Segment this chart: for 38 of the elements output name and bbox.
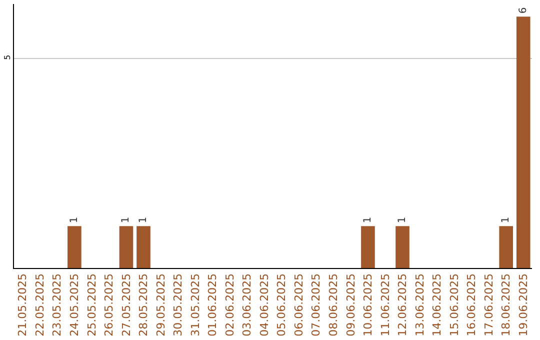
x-tick-label: 30.05.2025 <box>172 273 185 336</box>
x-tick-label: 21.05.2025 <box>16 273 30 336</box>
data-label: 1 <box>500 216 512 224</box>
x-tick-label: 14.06.2025 <box>430 273 444 336</box>
data-label: 1 <box>68 216 80 224</box>
x-tick-label: 13.06.2025 <box>413 273 426 336</box>
y-tick-label: 5 <box>2 54 12 60</box>
x-tick-label: 16.06.2025 <box>465 273 478 336</box>
x-tick-label: 05.06.2025 <box>275 273 288 336</box>
data-label: 6 <box>518 7 529 14</box>
x-tick-label: 17.06.2025 <box>482 273 496 336</box>
x-tick-label: 08.06.2025 <box>327 273 340 336</box>
x-tick-label: 26.05.2025 <box>102 273 116 336</box>
data-label: 1 <box>120 216 132 224</box>
data-label: 1 <box>138 216 149 224</box>
x-tick-label: 24.05.2025 <box>68 273 82 336</box>
x-tick-label: 03.06.2025 <box>240 273 254 336</box>
x-tick-label: 19.06.2025 <box>516 273 530 336</box>
x-tick-label: 06.06.2025 <box>292 273 306 336</box>
data-label: 1 <box>397 216 408 224</box>
x-tick-label: 23.05.2025 <box>50 273 64 336</box>
x-tick-label: 11.06.2025 <box>378 273 392 336</box>
x-tick-label: 27.05.2025 <box>120 273 133 336</box>
x-tick-label: 31.05.2025 <box>188 273 202 336</box>
x-tick-label: 28.05.2025 <box>137 273 150 336</box>
x-tick-label: 29.05.2025 <box>154 273 168 336</box>
x-tick-label: 01.06.2025 <box>206 273 220 336</box>
x-tick-label: 12.06.2025 <box>396 273 410 336</box>
x-tick-label: 02.06.2025 <box>223 273 236 336</box>
x-tick-label: 07.06.2025 <box>310 273 323 336</box>
x-tick-label: 04.06.2025 <box>258 273 271 336</box>
data-label: 1 <box>362 216 374 224</box>
x-tick-label: 18.06.2025 <box>500 273 513 336</box>
x-tick-label: 25.05.2025 <box>85 273 98 336</box>
x-tick-label: 10.06.2025 <box>362 273 375 336</box>
x-tick-label: 09.06.2025 <box>344 273 358 336</box>
x-tick-label: 15.06.2025 <box>448 273 461 336</box>
x-tick-label: 22.05.2025 <box>33 273 46 336</box>
